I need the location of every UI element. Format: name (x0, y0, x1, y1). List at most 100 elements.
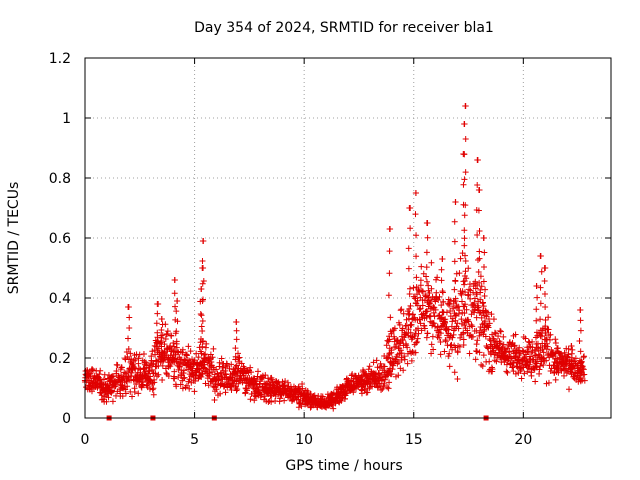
data-point (438, 266, 445, 273)
data-point (416, 306, 423, 313)
data-point (163, 370, 170, 377)
data-point (469, 323, 476, 330)
data-point (370, 359, 377, 366)
data-point (533, 317, 540, 324)
data-point (122, 390, 129, 397)
data-point (456, 307, 463, 314)
data-point (228, 361, 235, 368)
data-point (174, 318, 181, 325)
data-point (405, 245, 412, 252)
data-point (406, 291, 413, 298)
data-point (385, 385, 392, 392)
data-point (89, 365, 96, 372)
data-point (187, 348, 194, 355)
data-point (542, 265, 549, 271)
data-point (418, 263, 425, 270)
data-points (81, 103, 588, 412)
data-point (538, 268, 545, 275)
data-point (468, 322, 475, 329)
data-point (358, 390, 365, 397)
data-point (132, 356, 139, 363)
data-point (415, 330, 422, 337)
data-point (471, 300, 478, 307)
data-point (185, 343, 192, 350)
data-point (197, 336, 204, 342)
data-point (449, 346, 456, 353)
data-point (504, 345, 511, 352)
data-point (477, 296, 484, 303)
data-point (398, 350, 405, 357)
data-point (480, 278, 487, 285)
x-tick-label: 5 (190, 432, 199, 448)
data-point (423, 278, 430, 285)
data-point (428, 259, 435, 266)
data-point (474, 257, 481, 263)
data-point (424, 308, 431, 315)
data-point (104, 390, 111, 397)
x-tick-label: 20 (514, 432, 532, 448)
data-point (489, 366, 496, 373)
data-point (392, 356, 399, 363)
data-point (532, 348, 539, 355)
data-point (581, 371, 588, 378)
x-tick-label: 15 (405, 432, 423, 448)
data-point (406, 205, 413, 211)
data-point (453, 270, 460, 277)
data-point (580, 354, 587, 361)
data-point (384, 355, 391, 362)
data-point (407, 302, 414, 309)
data-point (152, 357, 159, 364)
data-point (442, 338, 449, 345)
data-point (193, 350, 200, 357)
data-point (143, 359, 150, 366)
data-point (153, 320, 160, 327)
data-point (523, 351, 530, 358)
data-point (388, 371, 395, 378)
data-point (183, 382, 190, 389)
data-point (412, 295, 419, 302)
data-point (476, 255, 483, 262)
data-point (426, 289, 433, 296)
data-point (572, 355, 579, 362)
data-point (423, 314, 430, 321)
data-point (476, 310, 483, 316)
data-point (473, 341, 480, 348)
data-point (460, 342, 467, 349)
data-point (577, 369, 584, 375)
data-point (404, 360, 411, 367)
data-point (472, 285, 479, 292)
data-point (386, 379, 393, 386)
data-point (475, 269, 482, 275)
data-point (197, 311, 204, 317)
data-point (386, 248, 393, 255)
data-point (428, 296, 435, 303)
data-point (460, 181, 467, 188)
data-point (125, 335, 132, 342)
data-point (255, 368, 262, 375)
data-point (180, 375, 187, 382)
data-point (480, 307, 487, 314)
data-point (437, 351, 444, 358)
data-point (196, 344, 203, 351)
data-point (170, 339, 177, 346)
data-point (547, 367, 554, 374)
data-point (474, 282, 481, 288)
data-point (408, 357, 415, 364)
data-point (418, 287, 425, 294)
data-point (547, 331, 554, 338)
data-point (541, 278, 548, 284)
data-point (150, 391, 157, 398)
data-point (428, 350, 435, 357)
data-point (442, 337, 449, 344)
data-point (436, 334, 443, 341)
data-point (181, 367, 188, 374)
data-point (319, 393, 326, 400)
data-point (509, 364, 516, 371)
data-point (397, 307, 404, 314)
data-point (479, 363, 486, 370)
data-point (179, 346, 186, 353)
data-point (421, 322, 428, 329)
data-point (211, 371, 218, 378)
data-point (233, 387, 240, 394)
data-point (191, 388, 198, 395)
